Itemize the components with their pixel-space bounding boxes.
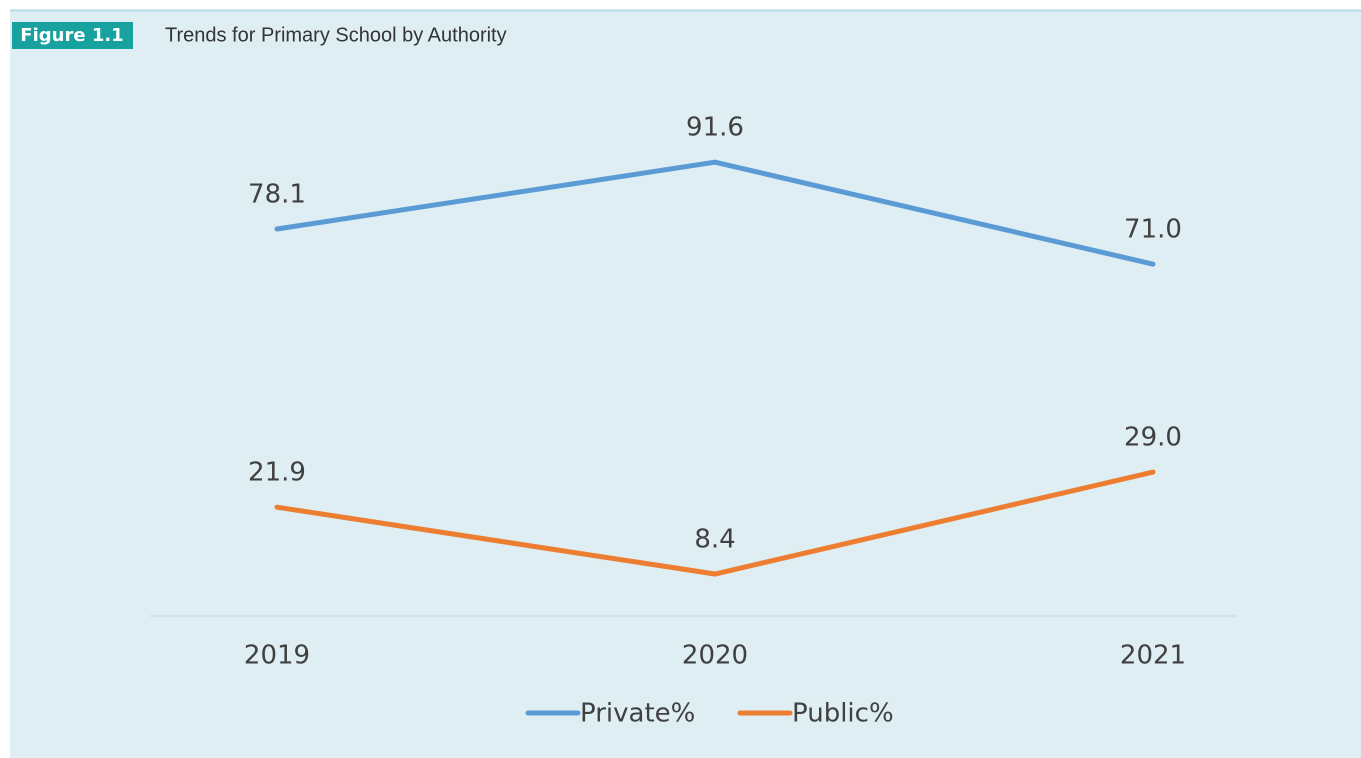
legend-label: Public% <box>792 699 894 729</box>
data-label: 29.0 <box>1124 423 1182 453</box>
x-tick-label: 2019 <box>244 641 310 671</box>
figure-badge <box>12 22 133 49</box>
data-label: 71.0 <box>1124 215 1182 245</box>
data-label: 78.1 <box>248 180 306 210</box>
series-line <box>274 159 1156 267</box>
series-line <box>274 469 1156 577</box>
x-tick-label: 2021 <box>1120 641 1186 671</box>
x-tick-label: 2020 <box>682 641 748 671</box>
figure-label: Figure 1.1 <box>20 25 123 46</box>
data-label: 91.6 <box>686 113 744 143</box>
data-label: 21.9 <box>248 458 306 488</box>
data-label: 8.4 <box>694 525 735 555</box>
chart-title: Trends for Primary School by Authority <box>165 24 507 46</box>
background <box>10 10 1361 758</box>
legend-label: Private% <box>580 699 695 729</box>
